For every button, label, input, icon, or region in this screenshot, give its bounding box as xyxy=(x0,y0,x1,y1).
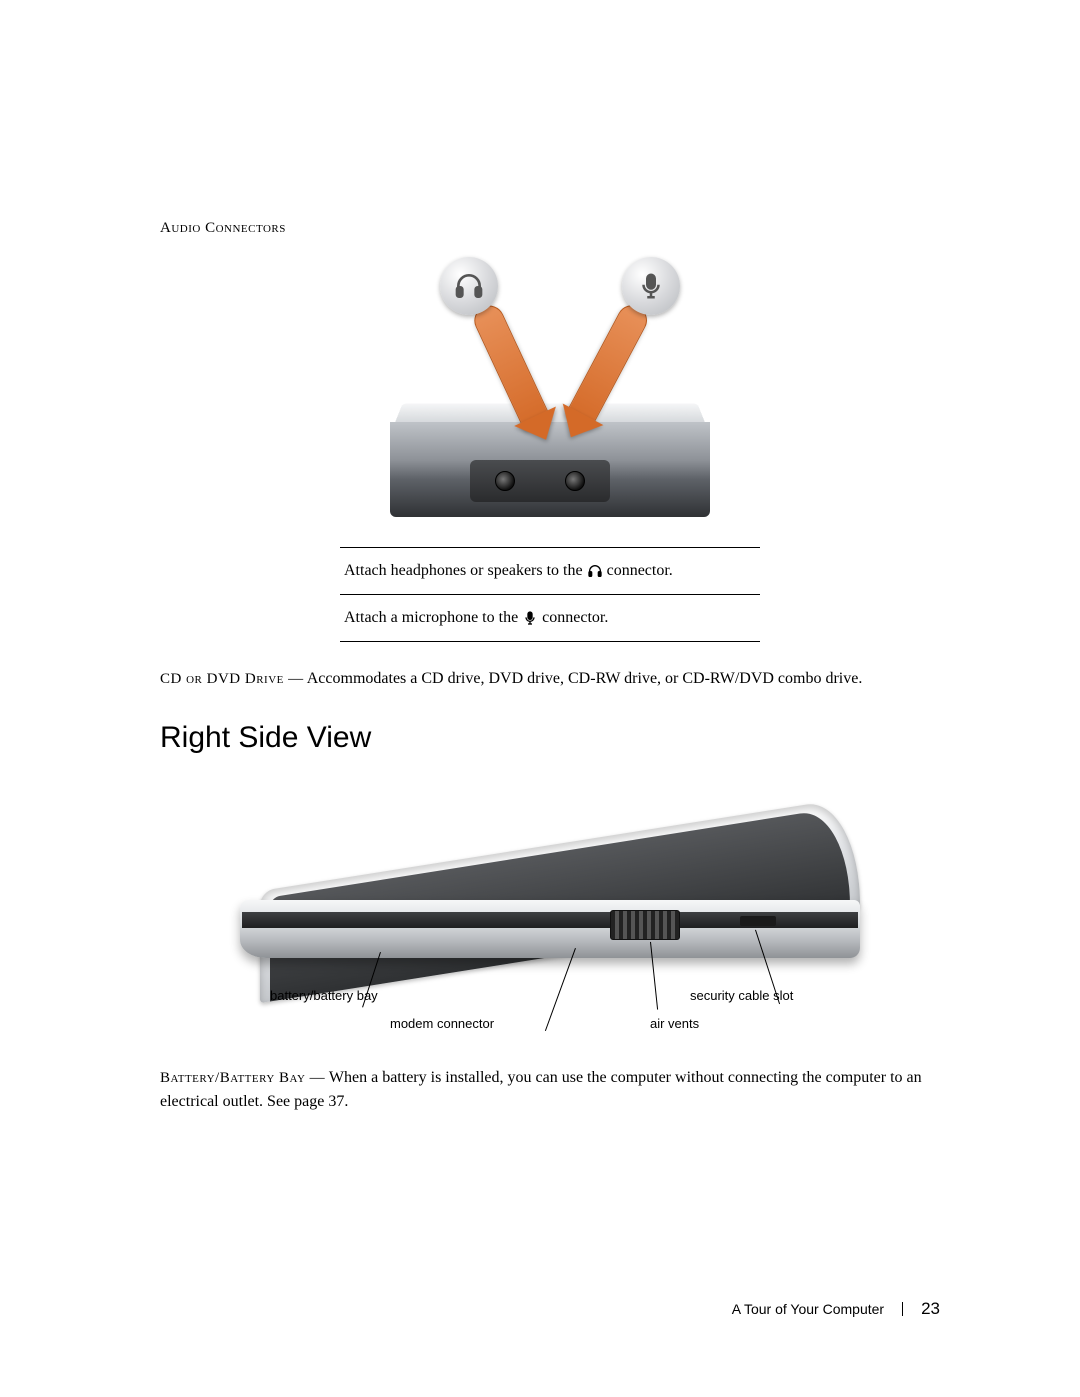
row1-post: connector. xyxy=(607,562,673,580)
cd-dvd-body: Accommodates a CD drive, DVD drive, CD-R… xyxy=(304,670,863,687)
right-side-illustration xyxy=(230,780,870,980)
connector-row-microphone: Attach a microphone to the connector. xyxy=(340,595,760,641)
footer-chapter: A Tour of Your Computer xyxy=(732,1301,884,1317)
row1-pre: Attach headphones or speakers to the xyxy=(344,562,583,580)
row2-pre: Attach a microphone to the xyxy=(344,609,518,627)
label-battery: battery/battery bay xyxy=(270,988,378,1003)
label-modem: modem connector xyxy=(390,1016,494,1031)
microphone-icon xyxy=(622,257,680,315)
headphones-icon xyxy=(587,563,603,579)
page-content: Audio Connectors xyxy=(0,0,1080,1397)
battery-paragraph: Battery/Battery Bay — When a battery is … xyxy=(160,1066,940,1113)
label-security: security cable slot xyxy=(690,988,793,1003)
page-footer: A Tour of Your Computer 23 xyxy=(732,1299,940,1319)
label-airvents: air vents xyxy=(650,1016,699,1031)
footer-divider xyxy=(902,1302,903,1316)
cd-dvd-paragraph: CD or DVD Drive — Accommodates a CD driv… xyxy=(160,667,940,691)
cd-dvd-runin: CD or DVD Drive — xyxy=(160,671,304,687)
headphones-icon xyxy=(440,257,498,315)
air-vent xyxy=(610,910,680,940)
headphone-jack xyxy=(495,471,515,491)
right-side-view-heading: Right Side View xyxy=(160,721,940,755)
audio-connectors-illustration xyxy=(390,257,710,517)
footer-page-number: 23 xyxy=(921,1299,940,1319)
security-slot xyxy=(740,916,776,926)
microphone-icon xyxy=(522,610,538,626)
battery-runin: Battery/Battery Bay — xyxy=(160,1070,325,1086)
audio-connectors-heading: Audio Connectors xyxy=(160,220,940,237)
laptop-base xyxy=(240,900,860,958)
microphone-jack xyxy=(565,471,585,491)
audio-jack-recess xyxy=(470,460,610,502)
row2-post: connector. xyxy=(542,609,608,627)
callouts: battery/battery bay modem connector air … xyxy=(230,988,870,1048)
port-panel xyxy=(390,387,710,517)
connector-table: Attach headphones or speakers to the con… xyxy=(340,547,760,642)
connector-row-headphones: Attach headphones or speakers to the con… xyxy=(340,548,760,595)
